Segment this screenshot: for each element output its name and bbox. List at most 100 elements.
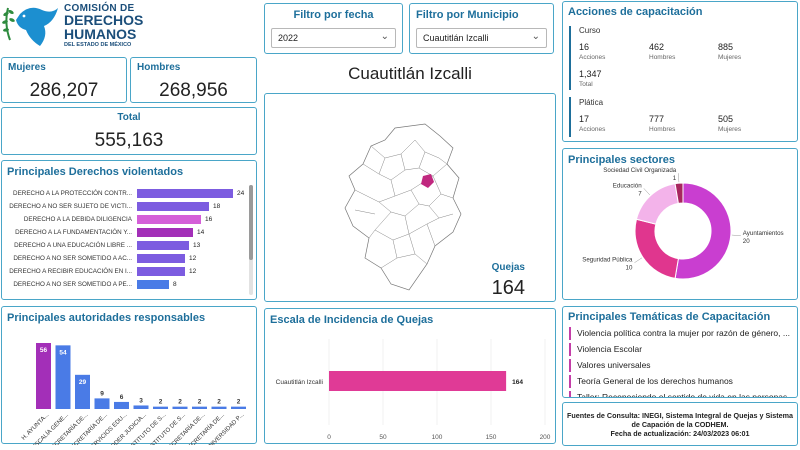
map-highlight-region[interactable]: [421, 174, 434, 188]
total-label: Total: [117, 112, 141, 123]
tematica-item[interactable]: Violencia política contra la mujer por r…: [569, 327, 790, 340]
fecha-select-value: 2022: [278, 33, 299, 43]
escala-bar-chart: 0 50 100 150 200 Cuautitlán Izcalli 164: [276, 339, 551, 441]
sector-leader-line: [731, 234, 741, 237]
sector-slice[interactable]: [634, 218, 679, 279]
autoridad-bar[interactable]: [192, 406, 207, 409]
autoridad-bar[interactable]: [75, 374, 90, 409]
escala-x-tick: 200: [540, 434, 551, 441]
derechos-row[interactable]: DERECHO A NO SER SUJETO DE VICTI... 18: [2, 202, 248, 212]
municipio-filter-title: Filtro por Municipio: [416, 9, 519, 21]
curso-total-value: 1,347: [579, 69, 602, 79]
municipio-select[interactable]: Cuautitlán Izcalli ⌄: [416, 28, 547, 48]
derechos-scrollbar[interactable]: [249, 185, 253, 295]
derechos-bar[interactable]: [137, 280, 169, 289]
sector-label: Sociedad Civil Organizada: [603, 167, 676, 174]
derechos-row[interactable]: DERECHO A NO SER SOMETIDO A PE... 8: [2, 280, 248, 290]
autoridad-bar[interactable]: [172, 406, 188, 409]
mujeres-card: Mujeres 286,207: [1, 57, 127, 103]
chevron-down-icon: ⌄: [380, 31, 389, 42]
capacitacion-card: Acciones de capacitación Curso 16 Accion…: [562, 1, 798, 142]
derechos-bar[interactable]: [137, 267, 185, 276]
municipio-filter-card: Filtro por Municipio Cuautitlán Izcalli …: [409, 3, 554, 54]
mujeres-label: Mujeres: [8, 62, 46, 73]
platica-mujeres-value: 505: [718, 114, 734, 124]
derechos-bar[interactable]: [137, 254, 185, 263]
derechos-bar-value: 18: [213, 203, 221, 210]
derechos-row[interactable]: DERECHO A UNA EDUCACIÓN LIBRE ... 13: [2, 241, 248, 251]
derechos-row[interactable]: DERECHO A RECIBIR EDUCACIÓN EN I... 12: [2, 267, 248, 277]
derechos-row-label: DERECHO A RECIBIR EDUCACIÓN EN I...: [9, 268, 132, 275]
derechos-bar[interactable]: [137, 241, 189, 250]
autoridad-bar[interactable]: [211, 406, 227, 409]
autoridad-bar-value: 3: [139, 397, 143, 404]
tematica-item[interactable]: Valores universales: [569, 359, 651, 372]
derechos-title: Principales Derechos violentados: [7, 166, 184, 178]
platica-accent-bar: [569, 97, 571, 137]
tematicas-list[interactable]: Violencia política contra la mujer por r…: [563, 327, 797, 397]
sector-label: Seguridad Pública: [582, 257, 633, 264]
escala-x-tick: 50: [379, 434, 387, 441]
sector-slice[interactable]: [635, 183, 679, 225]
escala-x-tick: 150: [486, 434, 497, 441]
tematica-item[interactable]: Taller: Reconociendo el sentido de vida …: [569, 391, 797, 397]
autoridad-bar[interactable]: [94, 398, 110, 409]
autoridad-bar[interactable]: [231, 406, 246, 409]
fecha-select[interactable]: 2022 ⌄: [271, 28, 396, 48]
escala-x-tick: 0: [327, 434, 331, 441]
sector-value: 1: [673, 175, 677, 182]
sectores-card: Principales sectores Ayuntamientos 20 Segu…: [562, 148, 798, 300]
derechos-bar-value: 16: [205, 216, 213, 223]
autoridad-bar[interactable]: [133, 405, 149, 409]
derechos-card: Principales Derechos violentados DERECHO…: [1, 160, 257, 300]
autoridad-bar[interactable]: [114, 401, 129, 409]
autoridad-bar[interactable]: [153, 406, 168, 409]
curso-accent-bar: [569, 26, 571, 90]
estado-de-mexico-map[interactable]: [335, 118, 485, 298]
autoridades-title: Principales autoridades responsables: [7, 312, 206, 324]
fecha-filter-card: Filtro por fecha 2022 ⌄: [264, 3, 403, 54]
derechos-bar-value: 8: [173, 281, 177, 288]
sector-leader-line: [677, 173, 680, 183]
platica-acciones-label: Acciones: [579, 126, 606, 133]
curso-acciones-label: Acciones: [579, 54, 606, 61]
tematica-item[interactable]: Violencia Escolar: [569, 343, 642, 356]
escala-bar[interactable]: [329, 371, 507, 391]
logo-line-4: DEL ESTADO DE MÉXICO: [64, 42, 132, 48]
curso-hombres-value: 462: [649, 42, 665, 52]
platica-hombres-label: Hombres: [649, 126, 676, 133]
autoridad-bar-value: 9: [100, 390, 104, 397]
curso-mujeres-label: Mujeres: [718, 54, 742, 61]
codhem-logo: COMISIÓN DE DERECHOS HUMANOS DEL ESTADO …: [0, 0, 170, 52]
platica-label: Plática: [579, 98, 604, 107]
sectores-title: Principales sectores: [568, 154, 676, 166]
sector-leader-line: [634, 257, 643, 263]
curso-total-label: Total: [579, 81, 593, 88]
derechos-bar-value: 13: [193, 242, 201, 249]
derechos-row[interactable]: DERECHO A NO SER SOMETIDO A AC... 12: [2, 254, 248, 264]
sector-slice[interactable]: [674, 182, 684, 204]
derechos-bar[interactable]: [137, 202, 209, 211]
total-card: Total 555,163: [1, 107, 257, 155]
dove-logo-icon: [2, 7, 58, 46]
tematica-item[interactable]: Teoría General de los derechos humanos: [569, 375, 733, 388]
autoridad-bar-value: 29: [79, 379, 87, 386]
derechos-bar[interactable]: [137, 228, 193, 237]
sector-slice[interactable]: [674, 182, 732, 280]
total-value: 555,163: [94, 130, 164, 151]
derechos-row[interactable]: DERECHO A LA FUNDAMENTACIÓN Y... 14: [2, 228, 248, 238]
derechos-bar-value: 24: [237, 190, 245, 197]
derechos-row-label: DERECHO A NO SER SUJETO DE VICTI...: [9, 203, 132, 210]
logo-line-2: DERECHOS: [64, 12, 144, 28]
sector-value: 10: [626, 265, 633, 272]
autoridad-bar[interactable]: [55, 345, 71, 409]
derechos-bar[interactable]: [137, 215, 201, 224]
derechos-row[interactable]: DERECHO A LA PROTECCIÓN CONTR... 24: [2, 189, 248, 199]
curso-hombres-label: Hombres: [649, 54, 676, 61]
fuentes-line-3: Fecha de actualización: 24/03/2023 06:01: [610, 429, 750, 438]
derechos-bar[interactable]: [137, 189, 233, 198]
escala-card: Escala de Incidencia de Quejas 0 50 100 150…: [264, 308, 556, 444]
autoridad-bar[interactable]: [36, 343, 51, 409]
derechos-row[interactable]: DERECHO A LA DEBIDA DILIGENCIA 16: [2, 215, 248, 225]
